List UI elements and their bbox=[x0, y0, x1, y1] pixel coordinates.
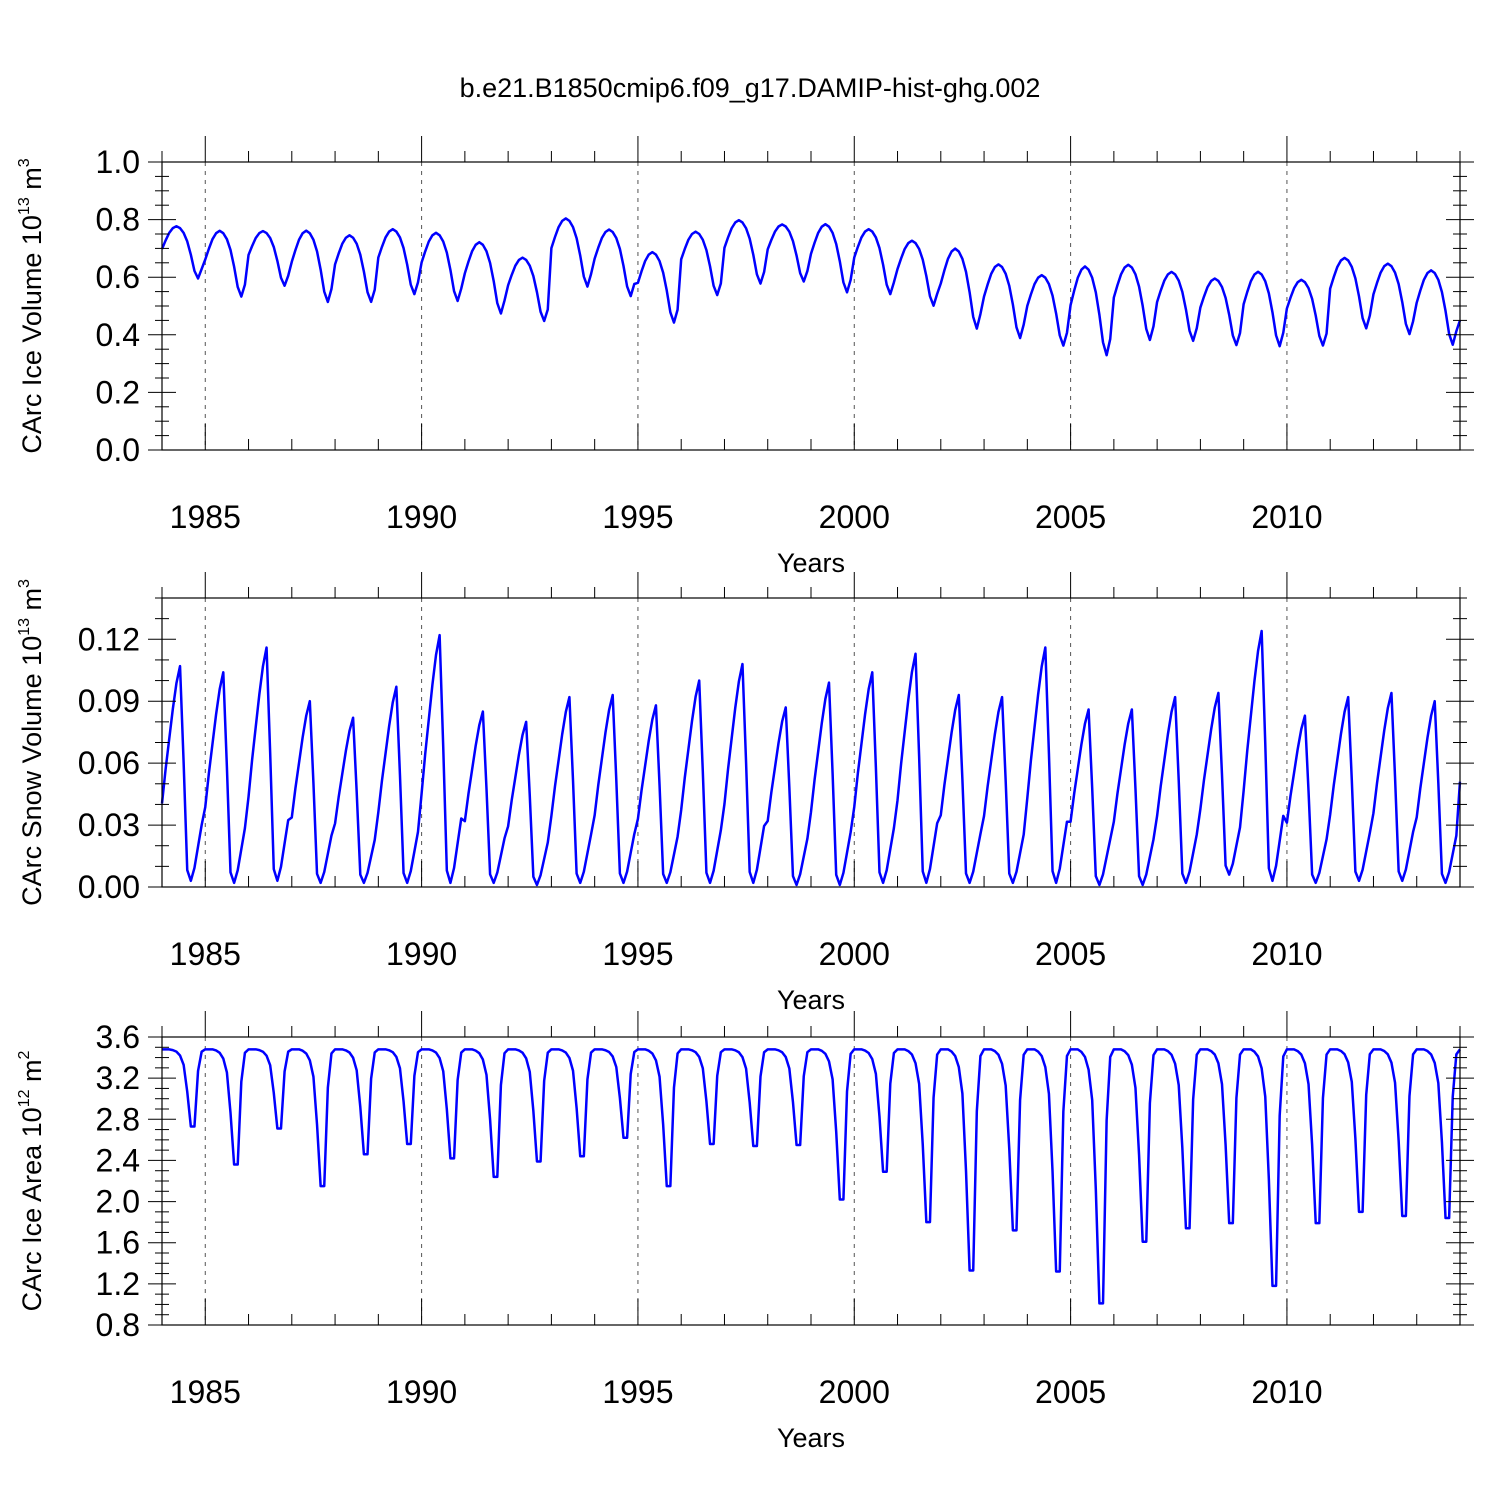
y-tick-label: 2.8 bbox=[96, 1101, 140, 1137]
x-tick-label: 2000 bbox=[819, 936, 890, 972]
x-tick-label: 1995 bbox=[602, 1374, 673, 1410]
x-axis-label: Years bbox=[777, 985, 845, 1015]
y-tick-label: 0.6 bbox=[96, 259, 140, 295]
x-tick-label: 1985 bbox=[170, 499, 241, 535]
x-tick-label: 1985 bbox=[170, 936, 241, 972]
x-tick-label: 1995 bbox=[602, 499, 673, 535]
x-tick-label: 1995 bbox=[602, 936, 673, 972]
y-tick-label: 0.0 bbox=[96, 432, 140, 468]
y-tick-label: 2.4 bbox=[96, 1142, 140, 1178]
x-tick-label: 2000 bbox=[819, 499, 890, 535]
x-tick-label: 2005 bbox=[1035, 1374, 1106, 1410]
x-tick-label: 2005 bbox=[1035, 936, 1106, 972]
snow-volume-panel: 0.00 0.03 0.06 0.09 0.12 1985 1990 1995 2000 2005… bbox=[16, 572, 1474, 1015]
x-tick-label: 2010 bbox=[1251, 1374, 1322, 1410]
y-axis-label: CArc Ice Area 1012 m2 bbox=[16, 1051, 47, 1312]
series-line bbox=[162, 1048, 1461, 1305]
x-tick-label: 1990 bbox=[386, 936, 457, 972]
x-tick-label: 1985 bbox=[170, 1374, 241, 1410]
y-tick-label: 1.6 bbox=[96, 1225, 140, 1261]
y-tick-label: 0.8 bbox=[96, 202, 140, 238]
y-axis-label: CArc Ice Volume 1013 m3 bbox=[16, 158, 47, 453]
y-tick-label: 0.8 bbox=[96, 1307, 140, 1343]
x-tick-label: 1990 bbox=[386, 499, 457, 535]
x-tick-label: 2010 bbox=[1251, 936, 1322, 972]
y-tick-label: 0.4 bbox=[96, 317, 140, 353]
x-tick-label: 2005 bbox=[1035, 499, 1106, 535]
y-tick-label: 1.2 bbox=[96, 1266, 140, 1302]
y-tick-label: 0.2 bbox=[96, 374, 140, 410]
x-tick-label: 2010 bbox=[1251, 499, 1322, 535]
y-axis-label: CArc Snow Volume 1013 m3 bbox=[16, 579, 47, 906]
y-tick-label: 2.0 bbox=[96, 1184, 140, 1220]
x-tick-label: 1990 bbox=[386, 1374, 457, 1410]
figure-title: b.e21.B1850cmip6.f09_g17.DAMIP-hist-ghg.… bbox=[460, 73, 1041, 103]
series-line bbox=[160, 217, 1462, 357]
y-tick-label: 1.0 bbox=[96, 144, 140, 180]
ice-area-panel: 0.8 1.2 1.6 2.0 2.4 2.8 3.2 3.6 1985 1990 1995 2000… bbox=[16, 1011, 1474, 1453]
ice-volume-panel: 0.0 0.2 0.4 0.6 0.8 1.0 1985 1990 1995 2000 2005 20… bbox=[16, 136, 1474, 578]
x-tick-label: 2000 bbox=[819, 1374, 890, 1410]
series-line bbox=[160, 629, 1462, 887]
y-tick-label: 0.06 bbox=[78, 745, 140, 781]
y-tick-label: 0.03 bbox=[78, 807, 140, 843]
y-tick-label: 3.2 bbox=[96, 1060, 140, 1096]
y-tick-label: 0.00 bbox=[78, 869, 140, 905]
x-axis-label: Years bbox=[777, 1423, 845, 1453]
x-axis-label: Years bbox=[777, 548, 845, 578]
y-tick-label: 0.09 bbox=[78, 683, 140, 719]
y-tick-label: 0.12 bbox=[78, 621, 140, 657]
y-tick-label: 3.6 bbox=[96, 1019, 140, 1055]
plot-frame bbox=[161, 161, 1461, 451]
